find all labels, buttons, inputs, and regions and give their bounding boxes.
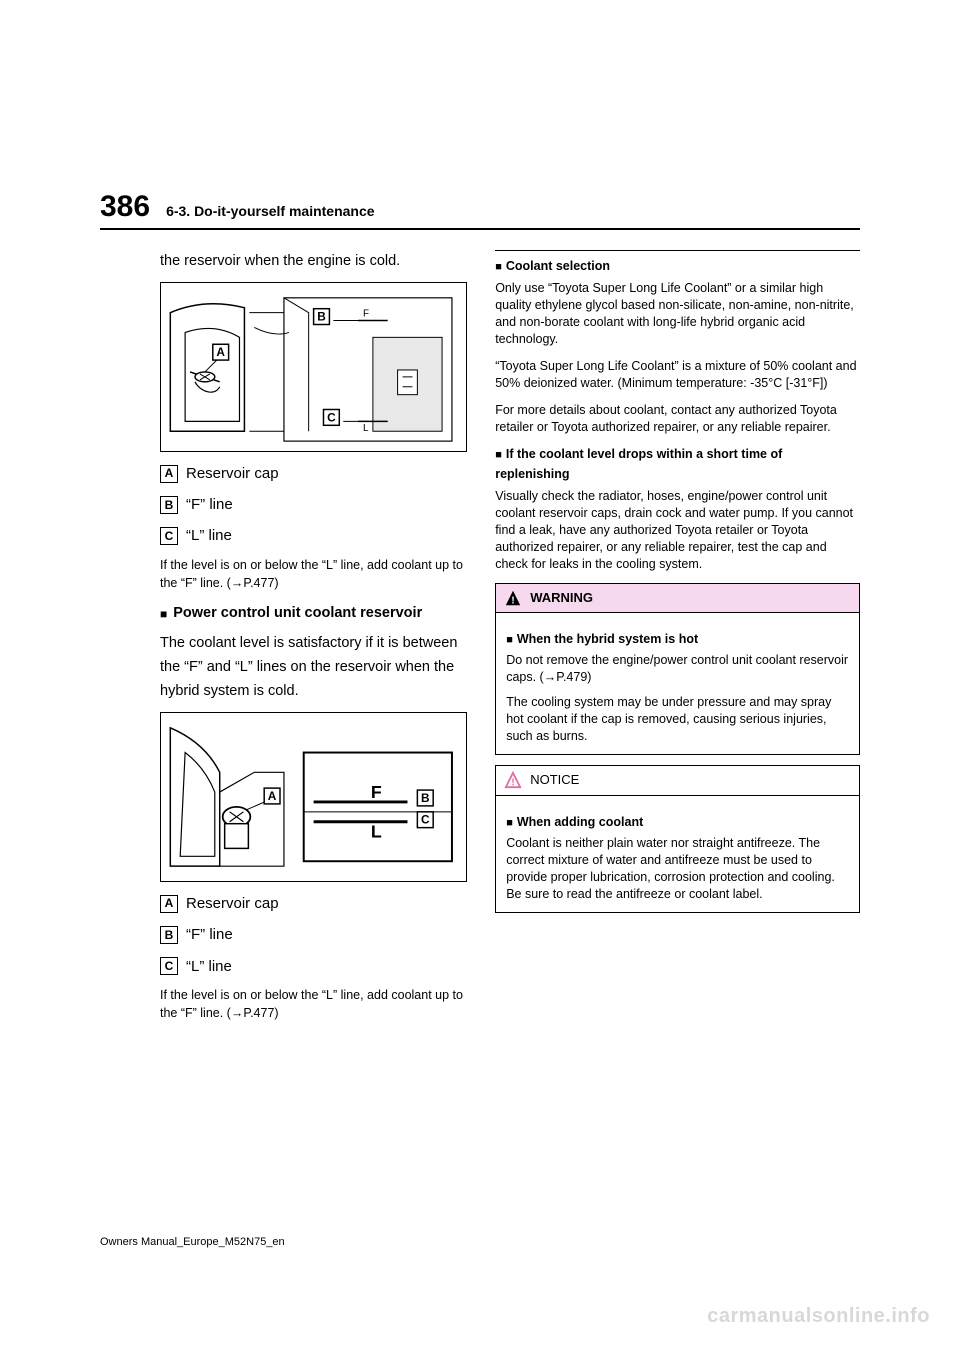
notice-label: NOTICE	[530, 770, 579, 790]
note1-p2: “Toyota Super Long Life Coolant” is a mi…	[495, 358, 860, 392]
level-note-1: If the level is on or below the “L” line…	[160, 556, 467, 592]
warning-triangle-icon: !	[504, 589, 522, 607]
left-column: the reservoir when the engine is cold. A	[100, 244, 467, 1032]
subheading-text: Power control unit coolant reservoir	[173, 602, 422, 624]
figure2-svg: A F L B C	[161, 713, 466, 881]
legend-c: C “L” line	[160, 524, 467, 547]
legend-a: A Reservoir cap	[160, 462, 467, 485]
notice-header: ! NOTICE	[496, 766, 859, 795]
svg-text:F: F	[363, 309, 369, 320]
svg-text:A: A	[216, 345, 225, 359]
page-number: 386	[100, 190, 150, 224]
notice-p1: Coolant is neither plain water nor strai…	[506, 835, 849, 903]
notice-body: ■When adding coolant Coolant is neither …	[496, 796, 859, 913]
legend2-a: A Reservoir cap	[160, 892, 467, 915]
svg-text:L: L	[371, 822, 382, 842]
legend2-box-a: A	[160, 895, 178, 913]
manual-page: 386 6-3. Do-it-yourself maintenance the …	[0, 0, 960, 1358]
legend2-c: C “L” line	[160, 955, 467, 978]
svg-text:!: !	[512, 595, 515, 606]
header-rule	[100, 228, 860, 230]
watermark: carmanualsonline.info	[707, 1305, 930, 1328]
legend2-b: B “F” line	[160, 923, 467, 946]
intro-paragraph: the reservoir when the engine is cold.	[160, 250, 467, 274]
legend-box-a: A	[160, 465, 178, 483]
svg-text:L: L	[363, 423, 369, 434]
note2-p1: Visually check the radiator, hoses, engi…	[495, 488, 860, 572]
square-bullet-icon: ■	[160, 605, 167, 624]
svg-text:F: F	[371, 782, 382, 802]
legend-a-text: Reservoir cap	[186, 462, 279, 485]
figure-power-coolant: A F L B C	[160, 712, 467, 882]
note1-p1: Only use “Toyota Super Long Life Cool­an…	[495, 280, 860, 348]
legend-c-text: “L” line	[186, 524, 232, 547]
figure1-svg: A B F	[161, 283, 466, 451]
warning-callout: ! WARNING ■When the hybrid system is hot…	[495, 583, 860, 756]
figure-engine-coolant: A B F	[160, 282, 467, 452]
page-header: 386 6-3. Do-it-yourself maintenance	[100, 190, 860, 224]
note1-p3: For more details about coolant, contact …	[495, 402, 860, 436]
warning-subtitle: ■When the hybrid system is hot	[506, 631, 849, 648]
warning-label: WARNING	[530, 588, 593, 608]
legend2-box-b: B	[160, 926, 178, 944]
square-bullet-icon: ■	[495, 261, 502, 273]
square-bullet-icon: ■	[506, 817, 513, 829]
divider-top	[495, 250, 860, 251]
note1-title: ■Coolant selection	[495, 257, 860, 276]
warning-p1: Do not remove the engine/power con­trol …	[506, 652, 849, 686]
svg-text:C: C	[421, 813, 430, 827]
legend-b-text: “F” line	[186, 493, 233, 516]
legend-box-c: C	[160, 527, 178, 545]
legend-b: B “F” line	[160, 493, 467, 516]
note2-title: ■If the coolant level drops within a sho…	[495, 445, 860, 484]
svg-text:B: B	[421, 791, 430, 805]
svg-text:A: A	[268, 789, 277, 803]
footer-text: Owners Manual_Europe_M52N75_en	[100, 1236, 285, 1248]
legend-box-b: B	[160, 496, 178, 514]
right-column: ■Coolant selection Only use “Toyota Supe…	[495, 244, 860, 1032]
notice-subtitle: ■When adding coolant	[506, 814, 849, 831]
notice-callout: ! NOTICE ■When adding coolant Coolant is…	[495, 765, 860, 913]
legend2-c-text: “L” line	[186, 955, 232, 978]
warning-header: ! WARNING	[496, 584, 859, 613]
warning-body: ■When the hybrid system is hot Do not re…	[496, 613, 859, 755]
legend2-box-c: C	[160, 957, 178, 975]
content-columns: the reservoir when the engine is cold. A	[100, 244, 860, 1032]
legend2-a-text: Reservoir cap	[186, 892, 279, 915]
body-paragraph-1: The coolant level is satisfactory if it …	[160, 632, 467, 704]
square-bullet-icon: ■	[495, 449, 502, 461]
warning-p2: The cooling system may be under pressure…	[506, 694, 849, 745]
section-title: 6-3. Do-it-yourself maintenance	[166, 203, 375, 219]
level-note-2: If the level is on or below the “L” line…	[160, 986, 467, 1022]
subheading-power-control: ■ Power control unit coolant reservoir	[160, 602, 467, 624]
notice-triangle-icon: !	[504, 771, 522, 789]
legend2-b-text: “F” line	[186, 923, 233, 946]
svg-text:B: B	[317, 309, 326, 323]
square-bullet-icon: ■	[506, 634, 513, 646]
svg-text:C: C	[327, 410, 336, 424]
svg-text:!: !	[512, 778, 515, 789]
